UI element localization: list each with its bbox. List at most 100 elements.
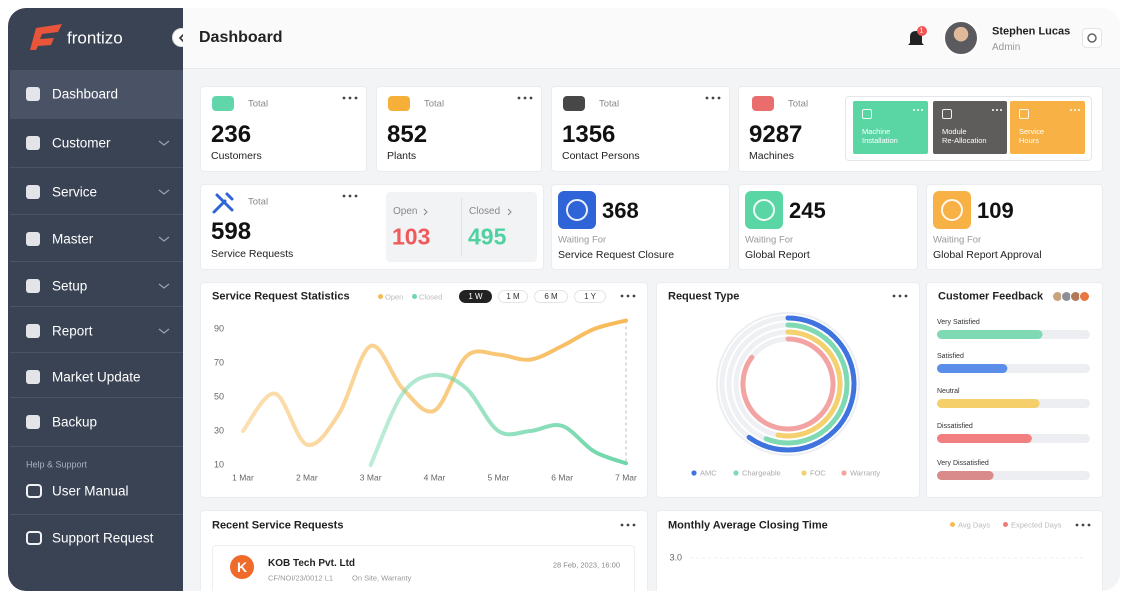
sidebar-item[interactable]: Master: [52, 231, 94, 247]
chevron: [178, 33, 185, 43]
menu-dot: [711, 96, 715, 100]
legend-dot: [1003, 522, 1008, 527]
sidebar-item[interactable]: Report: [52, 323, 93, 339]
notification-badge[interactable]: [917, 26, 927, 36]
more-menu[interactable]: [704, 94, 722, 102]
y-tick-label: 50: [214, 391, 224, 401]
range-button[interactable]: [534, 290, 568, 303]
more-menu[interactable]: [619, 521, 637, 529]
sidebar-item[interactable]: Backup: [52, 414, 98, 430]
company-name: KOB Tech Pvt. Ltd: [268, 558, 356, 569]
stat-caption: Customers: [211, 149, 262, 162]
menu-dot: [354, 194, 358, 198]
more-menu[interactable]: [619, 292, 637, 300]
x-tick-label: 7 Mar: [615, 472, 637, 482]
sidebar-divider: [10, 167, 183, 168]
sidebar-icon: [26, 232, 40, 246]
quick-action-label[interactable]: Module Re-Allocation: [942, 127, 987, 145]
stat-label: Total: [599, 98, 620, 110]
closing-time-chart: 3.0: [669, 552, 1086, 562]
range-button[interactable]: [574, 290, 606, 303]
sidebar-icon: [26, 136, 40, 150]
settings-button[interactable]: [1082, 28, 1102, 48]
sidebar-item[interactable]: Dashboard: [52, 86, 119, 102]
bar-label: Very Satisfied: [937, 319, 980, 326]
chart-title: Service Request Statistics: [212, 290, 350, 303]
range-label[interactable]: 1 W: [468, 292, 483, 301]
bar-label: Very Dissatisfied: [937, 460, 989, 467]
sidebar-icon: [26, 87, 40, 101]
legend-label: Avg Days: [958, 520, 990, 530]
more-menu[interactable]: [891, 292, 909, 300]
waiting-icon-ring: [941, 199, 963, 221]
radial-chart: AMC Chargeable FOC Warranty: [691, 312, 880, 477]
stat-caption: Plants: [387, 149, 417, 162]
menu-dot: [1000, 109, 1002, 111]
bar-label: Neutral: [937, 388, 960, 395]
stat-label: Total: [248, 196, 269, 208]
open-label[interactable]: Open: [393, 206, 418, 217]
menu-dot: [342, 194, 346, 198]
menu-dot: [529, 96, 533, 100]
legend-dot: [378, 294, 383, 299]
sidebar-divider: [10, 214, 183, 215]
menu-dot: [626, 294, 630, 298]
stat-icon: [212, 96, 234, 111]
avatar[interactable]: [943, 20, 979, 56]
chart-card: [656, 510, 1103, 591]
range-button[interactable]: [459, 290, 492, 303]
range-label[interactable]: 1 M: [506, 292, 520, 301]
menu-dot: [1081, 523, 1085, 527]
sidebar-item[interactable]: Customer: [52, 135, 111, 151]
legend-label: Warranty: [850, 468, 880, 477]
request-date: 28 Feb, 2023, 16:00: [552, 560, 620, 570]
more-menu[interactable]: [341, 192, 359, 200]
settings-icon: [1087, 33, 1097, 43]
sidebar-item[interactable]: Service: [52, 184, 98, 200]
menu-dot: [705, 96, 709, 100]
waiting-label: Waiting For: [558, 234, 607, 246]
sidebar-divider: [10, 514, 183, 515]
sidebar-icon: [26, 531, 42, 545]
ring-arc: [719, 315, 857, 453]
sidebar-item[interactable]: Market Update: [52, 369, 141, 385]
range-button[interactable]: [498, 290, 528, 303]
more-menu[interactable]: [1074, 521, 1092, 529]
quick-action-menu: [913, 109, 923, 111]
waiting-value: 109: [977, 198, 1014, 223]
menu-dot: [348, 194, 352, 198]
chevron: [158, 328, 170, 334]
bar: [937, 434, 1032, 443]
more-menu[interactable]: [516, 94, 534, 102]
chevron: [158, 140, 170, 146]
closed-label[interactable]: Closed: [469, 206, 501, 217]
menu-dot: [996, 109, 998, 111]
menu-dot: [1070, 109, 1072, 111]
company-logo: [230, 555, 254, 579]
x-tick-label: 4 Mar: [424, 472, 446, 482]
range-label[interactable]: 6 M: [544, 292, 558, 301]
bar-label: Dissatisfied: [937, 423, 973, 430]
range-label[interactable]: 1 Y: [584, 292, 596, 301]
x-tick-label: 6 Mar: [551, 472, 573, 482]
service-icon: [212, 192, 234, 214]
brand-logo: [30, 24, 62, 50]
request-code: CF/NOI/23/0012 L1: [268, 573, 334, 583]
waiting-value: 368: [602, 198, 639, 223]
stat-label: Total: [424, 98, 445, 110]
expand-chevron: [158, 189, 170, 195]
quick-actions: [845, 96, 1092, 161]
request-row[interactable]: [212, 545, 635, 591]
sidebar-item[interactable]: User Manual: [52, 483, 129, 499]
sidebar-divider: [10, 118, 183, 119]
chevron: [158, 236, 170, 242]
menu-dot: [992, 109, 994, 111]
sidebar-item[interactable]: Setup: [52, 278, 88, 294]
legend-label: Expected Days: [1011, 520, 1062, 530]
sidebar-item[interactable]: Support Request: [52, 530, 154, 546]
quick-action-label[interactable]: Service Hours: [1019, 127, 1045, 145]
feedback-avatar: [1079, 291, 1090, 302]
quick-action-label[interactable]: Machine Installation: [862, 127, 898, 145]
sidebar-section-title: Help & Support: [26, 459, 88, 470]
more-menu[interactable]: [341, 94, 359, 102]
